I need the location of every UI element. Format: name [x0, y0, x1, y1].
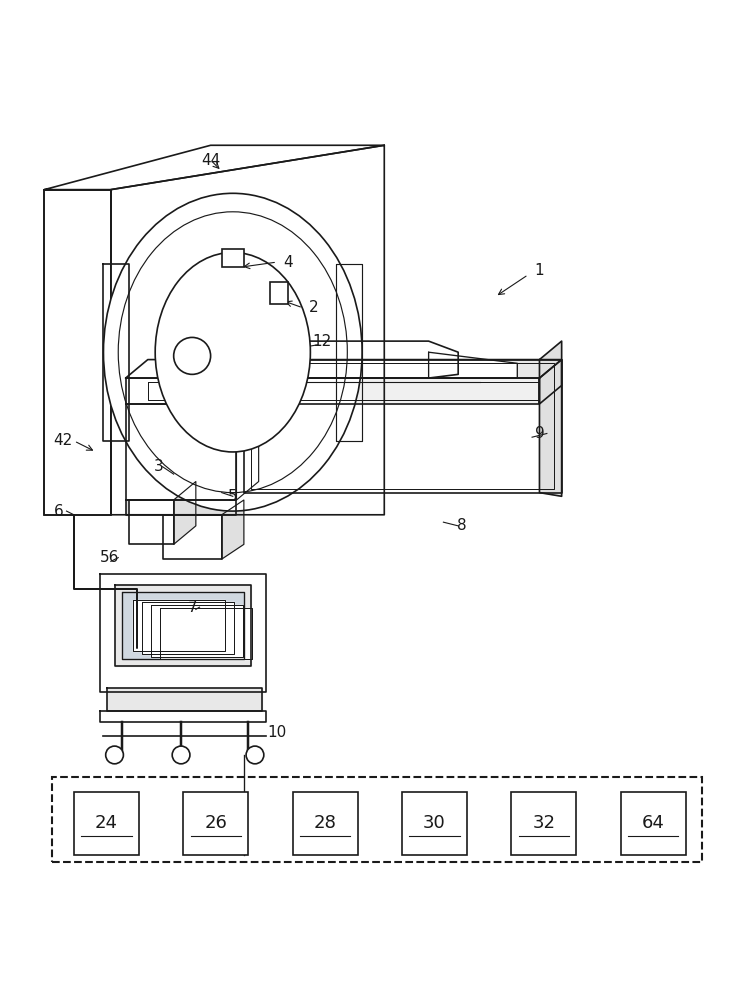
Text: 1: 1: [534, 263, 545, 278]
Polygon shape: [107, 688, 262, 711]
Text: 2: 2: [309, 300, 319, 315]
FancyBboxPatch shape: [270, 282, 288, 304]
Text: 9: 9: [534, 426, 545, 441]
Text: 30: 30: [423, 814, 446, 832]
Polygon shape: [100, 574, 266, 692]
FancyBboxPatch shape: [222, 249, 244, 267]
Polygon shape: [115, 585, 251, 666]
Text: 24: 24: [95, 814, 118, 832]
Polygon shape: [100, 711, 266, 722]
Circle shape: [174, 337, 211, 374]
Text: 26: 26: [205, 814, 227, 832]
Polygon shape: [539, 360, 562, 404]
FancyBboxPatch shape: [293, 792, 358, 855]
Text: 56: 56: [100, 550, 119, 565]
Circle shape: [172, 746, 190, 764]
Text: 5: 5: [228, 489, 238, 504]
FancyBboxPatch shape: [183, 792, 248, 855]
Text: 6: 6: [54, 504, 64, 519]
Polygon shape: [151, 605, 243, 657]
FancyBboxPatch shape: [621, 792, 686, 855]
Text: 8: 8: [457, 518, 467, 533]
Text: 12: 12: [312, 334, 331, 349]
Polygon shape: [429, 352, 517, 378]
Text: 4: 4: [283, 255, 293, 270]
Circle shape: [106, 746, 123, 764]
Ellipse shape: [155, 252, 310, 452]
Text: 28: 28: [314, 814, 336, 832]
Polygon shape: [163, 515, 222, 559]
Ellipse shape: [118, 212, 347, 493]
Polygon shape: [122, 592, 244, 659]
Text: 3: 3: [154, 459, 164, 474]
Polygon shape: [539, 341, 562, 496]
Polygon shape: [236, 385, 259, 500]
Polygon shape: [192, 341, 458, 378]
Ellipse shape: [103, 193, 362, 511]
Polygon shape: [129, 500, 174, 544]
FancyBboxPatch shape: [402, 792, 467, 855]
Polygon shape: [103, 264, 129, 441]
Polygon shape: [126, 500, 236, 515]
Polygon shape: [126, 404, 236, 500]
Text: 10: 10: [268, 725, 287, 740]
Polygon shape: [174, 482, 196, 544]
Polygon shape: [336, 264, 362, 441]
Text: 42: 42: [53, 433, 72, 448]
Bar: [44, 190, 111, 515]
FancyBboxPatch shape: [511, 792, 576, 855]
Polygon shape: [126, 378, 539, 404]
Polygon shape: [133, 600, 225, 651]
Polygon shape: [142, 602, 234, 654]
Text: 32: 32: [532, 814, 556, 832]
Text: 44: 44: [201, 153, 220, 168]
Polygon shape: [222, 500, 244, 559]
Polygon shape: [126, 360, 562, 378]
Polygon shape: [160, 608, 252, 659]
Circle shape: [246, 746, 264, 764]
Text: 7: 7: [187, 600, 197, 615]
FancyBboxPatch shape: [74, 792, 139, 855]
Text: 64: 64: [642, 814, 664, 832]
